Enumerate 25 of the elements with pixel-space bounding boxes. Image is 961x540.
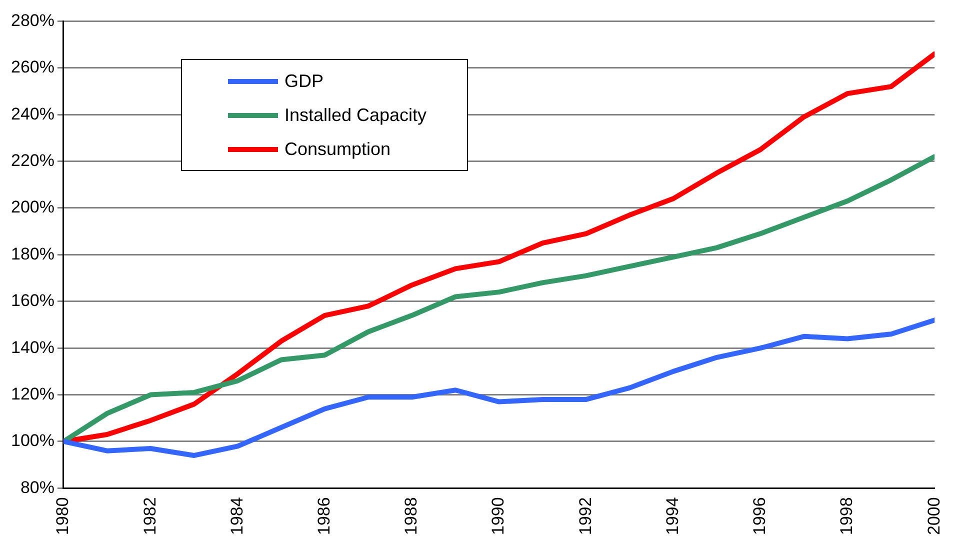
y-tick-label: 120% bbox=[10, 384, 54, 404]
y-tick-label: 220% bbox=[10, 150, 54, 170]
x-tick-label: 2000 bbox=[924, 497, 944, 536]
x-tick-label: 1980 bbox=[53, 497, 72, 536]
legend-label: Consumption bbox=[284, 138, 391, 160]
y-tick-label: 200% bbox=[10, 198, 54, 217]
y-tick-label: 140% bbox=[10, 338, 54, 357]
y-tick-label: 260% bbox=[10, 58, 54, 77]
x-tick-label: 1990 bbox=[488, 497, 508, 536]
y-tick-label: 240% bbox=[10, 104, 54, 124]
x-tick-label: 1998 bbox=[837, 497, 856, 536]
x-tick-label: 1994 bbox=[662, 497, 682, 536]
x-tick-label: 1986 bbox=[314, 497, 334, 536]
legend-label: Installed Capacity bbox=[284, 104, 427, 126]
y-tick-label: 180% bbox=[10, 244, 54, 264]
y-tick-label: 280% bbox=[10, 10, 54, 30]
y-tick-label: 100% bbox=[10, 431, 54, 450]
x-tick-label: 1984 bbox=[227, 497, 246, 536]
y-tick-label: 80% bbox=[20, 478, 54, 497]
x-tick-label: 1988 bbox=[402, 497, 421, 536]
x-tick-label: 1982 bbox=[140, 497, 160, 536]
legend-label: GDP bbox=[284, 70, 324, 92]
x-tick-label: 1996 bbox=[750, 497, 770, 536]
y-tick-label: 160% bbox=[10, 291, 54, 310]
x-tick-label: 1992 bbox=[576, 497, 595, 536]
